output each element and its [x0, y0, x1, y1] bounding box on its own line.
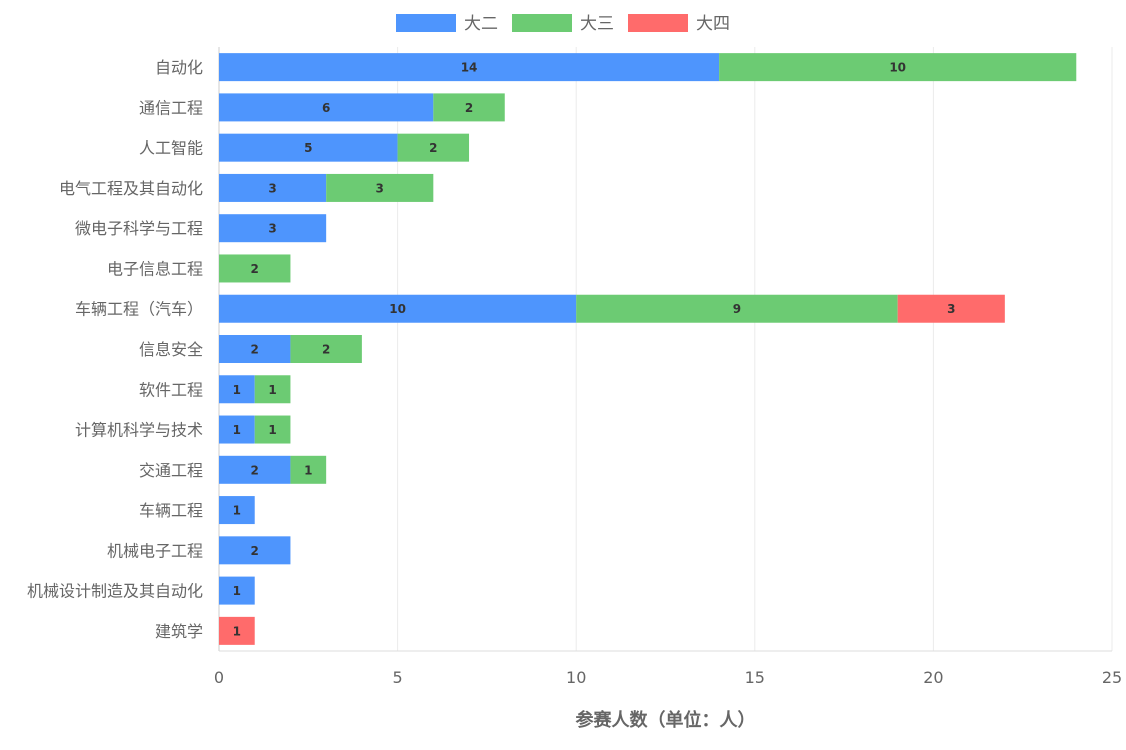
category-label: 信息安全	[139, 340, 203, 359]
bar-data-label: 1	[268, 423, 276, 437]
bar-segment	[219, 254, 291, 283]
y-axis-category-labels: 自动化通信工程人工智能电气工程及其自动化微电子科学与工程电子信息工程车辆工程（汽…	[27, 58, 203, 641]
bar-data-label: 3	[268, 222, 276, 236]
category-label: 计算机科学与技术	[75, 421, 203, 440]
x-axis-tick-labels: 0 5 10 15 20 25	[214, 668, 1122, 687]
legend-swatch	[396, 14, 456, 32]
bar-data-label: 1	[268, 383, 276, 397]
bar-data-label: 3	[947, 302, 955, 316]
bar-data-label: 2	[251, 262, 259, 276]
category-label: 通信工程	[139, 98, 203, 117]
bar-segment	[219, 496, 255, 525]
legend-label: 大二	[464, 14, 498, 34]
legend-label: 大四	[696, 14, 730, 34]
bar-segment	[254, 375, 291, 404]
bars: 14 10 6 2 5 2 3 3 3 2 10 9 3 2 2 1 1 1 1 2 1 1 2 1 1	[219, 53, 1077, 645]
legend-label: 大三	[580, 14, 614, 34]
bar-segment	[219, 536, 291, 565]
category-label: 机械电子工程	[107, 541, 203, 560]
legend-swatch	[512, 14, 572, 32]
bar-data-label: 14	[461, 61, 478, 75]
bar-data-label: 2	[251, 463, 259, 477]
bar-segment	[219, 455, 291, 484]
x-tick-label: 10	[566, 668, 586, 687]
bar-segment	[219, 214, 327, 243]
category-label: 车辆工程	[139, 501, 203, 520]
category-label: 微电子科学与工程	[75, 219, 203, 238]
bar-data-label: 2	[322, 343, 330, 357]
bar-segment	[219, 576, 255, 605]
category-label: 电子信息工程	[107, 259, 203, 278]
bar-segment	[433, 93, 505, 122]
bar-segment	[897, 294, 1005, 323]
bar-segment	[326, 173, 434, 202]
category-label: 车辆工程（汽车）	[75, 300, 203, 319]
x-tick-label: 0	[214, 668, 224, 687]
bar-data-label: 3	[376, 181, 384, 195]
bar-data-label: 2	[251, 544, 259, 558]
bar-segment	[219, 415, 255, 444]
bar-data-label: 1	[233, 423, 241, 437]
bar-segment	[397, 133, 470, 162]
category-label: 自动化	[155, 58, 203, 77]
bar-data-label: 10	[889, 61, 906, 75]
bar-data-label: 5	[304, 141, 312, 155]
legend-swatch	[628, 14, 688, 32]
x-axis-title: 参赛人数（单位：人）	[576, 709, 756, 731]
bar-segment	[219, 294, 577, 323]
x-tick-label: 25	[1102, 668, 1122, 687]
bar-segment	[290, 455, 327, 484]
bar-segment	[719, 53, 1077, 82]
legend: 大二 大三 大四	[396, 14, 730, 34]
bar-segment	[290, 335, 362, 363]
bar-data-label: 1	[233, 584, 241, 598]
bar-segment	[219, 616, 255, 645]
bar-data-label: 10	[389, 302, 406, 316]
bar-segment	[219, 93, 434, 122]
bar-data-label: 2	[465, 101, 473, 115]
category-label: 交通工程	[139, 461, 203, 480]
x-tick-label: 15	[745, 668, 765, 687]
bar-segment	[219, 173, 327, 202]
bar-data-label: 1	[233, 383, 241, 397]
bar-segment	[219, 53, 720, 82]
x-tick-label: 5	[393, 668, 403, 687]
bar-data-label: 1	[233, 624, 241, 638]
bar-data-label: 3	[268, 181, 276, 195]
bar-segment	[576, 294, 898, 323]
bar-data-label: 9	[733, 302, 741, 316]
bar-data-label: 1	[304, 463, 312, 477]
bar-data-label: 2	[251, 343, 259, 357]
bar-segment	[219, 375, 255, 404]
bar-segment	[219, 335, 291, 363]
x-tick-label: 20	[923, 668, 943, 687]
bar-data-label: 2	[429, 141, 437, 155]
bar-data-label: 1	[233, 504, 241, 518]
category-label: 人工智能	[139, 139, 203, 158]
category-label: 软件工程	[139, 380, 203, 399]
category-label: 机械设计制造及其自动化	[27, 582, 203, 601]
bar-segment	[219, 133, 398, 162]
category-label: 电气工程及其自动化	[59, 179, 203, 198]
bar-segment	[254, 415, 291, 444]
bar-data-label: 6	[322, 101, 330, 115]
category-label: 建筑学	[155, 622, 203, 641]
